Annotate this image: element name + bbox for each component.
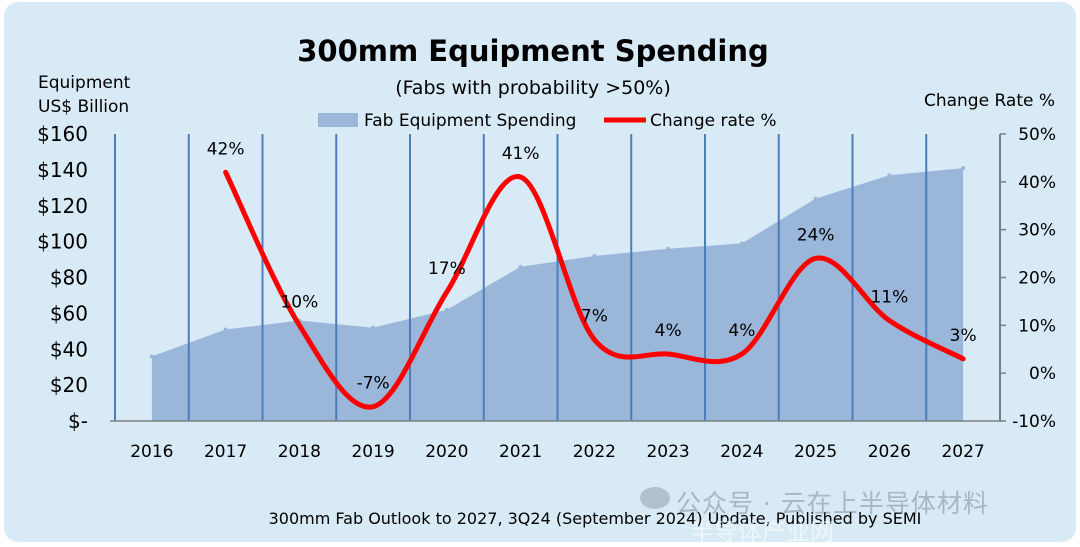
left-tick-label: $100: [37, 230, 88, 254]
right-tick-label: 30%: [1018, 221, 1056, 241]
x-tick-label-2023: 2023: [646, 442, 689, 462]
legend-line-label: Change rate %: [650, 111, 777, 131]
left-axis-title-line2: US$ Billion: [38, 97, 129, 117]
area-point-2022: [592, 253, 597, 258]
data-label-2025: 24%: [797, 225, 835, 245]
chart-footnote: 300mm Fab Outlook to 2027, 3Q24 (Septemb…: [269, 509, 922, 528]
data-label-2024: 4%: [728, 321, 755, 341]
left-axis-title-line1: Equipment: [38, 73, 131, 93]
data-label-2017: 42%: [207, 139, 245, 159]
left-tick-label: $80: [50, 266, 88, 290]
left-tick-label: $40: [50, 337, 88, 361]
line-point-2020: [444, 289, 449, 294]
area-point-2024: [739, 241, 744, 246]
right-tick-label: -10%: [1012, 412, 1056, 432]
line-point-2026: [887, 318, 892, 323]
left-tick-label: $60: [50, 301, 88, 325]
x-tick-label-2022: 2022: [573, 442, 616, 462]
area-point-2021: [518, 264, 523, 269]
x-tick-label-2027: 2027: [941, 442, 984, 462]
right-tick-label: 40%: [1018, 173, 1056, 193]
right-tick-label: 50%: [1018, 125, 1056, 145]
x-tick-label-2017: 2017: [204, 442, 247, 462]
x-tick-label-2019: 2019: [351, 442, 394, 462]
right-tick-label: 10%: [1018, 316, 1056, 336]
line-point-2022: [592, 337, 597, 342]
x-tick-label-2016: 2016: [130, 442, 173, 462]
left-tick-label: $160: [37, 122, 88, 146]
line-point-2021: [518, 175, 523, 180]
line-point-2024: [739, 352, 744, 357]
watermark-text: 公众号 · 云在上半导体材料: [676, 489, 989, 518]
data-label-2021: 41%: [502, 144, 540, 164]
data-label-2020: 17%: [428, 259, 466, 279]
area-point-2017: [223, 327, 228, 332]
line-point-2025: [813, 256, 818, 261]
x-tick-label-2020: 2020: [425, 442, 468, 462]
area-point-2020: [444, 307, 449, 312]
x-tick-label-2018: 2018: [278, 442, 321, 462]
right-tick-label: 20%: [1018, 269, 1056, 289]
right-axis-title: Change Rate %: [924, 91, 1055, 111]
area-point-2016: [149, 354, 154, 359]
x-tick-label-2026: 2026: [868, 442, 911, 462]
line-point-2018: [297, 323, 302, 328]
data-label-2019: -7%: [357, 374, 390, 394]
data-label-2018: 10%: [280, 292, 318, 312]
area-point-2019: [371, 325, 376, 330]
chart-subtitle: (Fabs with probability >50%): [395, 77, 671, 99]
area-point-2027: [961, 166, 966, 171]
x-tick-label-2025: 2025: [794, 442, 837, 462]
x-tick-label-2024: 2024: [720, 442, 763, 462]
area-point-2023: [666, 246, 671, 251]
area-point-2025: [813, 196, 818, 201]
watermark-text-secondary: 半导体产业网: [690, 518, 834, 546]
left-tick-label: $-: [68, 409, 88, 433]
left-tick-label: $140: [37, 158, 88, 182]
area-point-2026: [887, 173, 892, 178]
left-tick-label: $120: [37, 194, 88, 218]
line-point-2019: [371, 404, 376, 409]
x-tick-label-2021: 2021: [499, 442, 542, 462]
data-label-2022: 7%: [581, 307, 608, 327]
line-point-2023: [666, 352, 671, 357]
left-tick-label: $20: [50, 373, 88, 397]
data-label-2023: 4%: [655, 321, 682, 341]
chart-title: 300mm Equipment Spending: [297, 34, 769, 68]
wechat-icon: [640, 487, 670, 509]
right-tick-label: 0%: [1029, 364, 1056, 384]
line-series-change-rate: [223, 169, 966, 410]
legend-area-label: Fab Equipment Spending: [364, 111, 576, 131]
line-point-2027: [961, 356, 966, 361]
data-label-2026: 11%: [870, 288, 908, 308]
legend-area-swatch: [318, 113, 358, 127]
data-label-2027: 3%: [950, 326, 977, 346]
line-point-2017: [223, 170, 228, 175]
